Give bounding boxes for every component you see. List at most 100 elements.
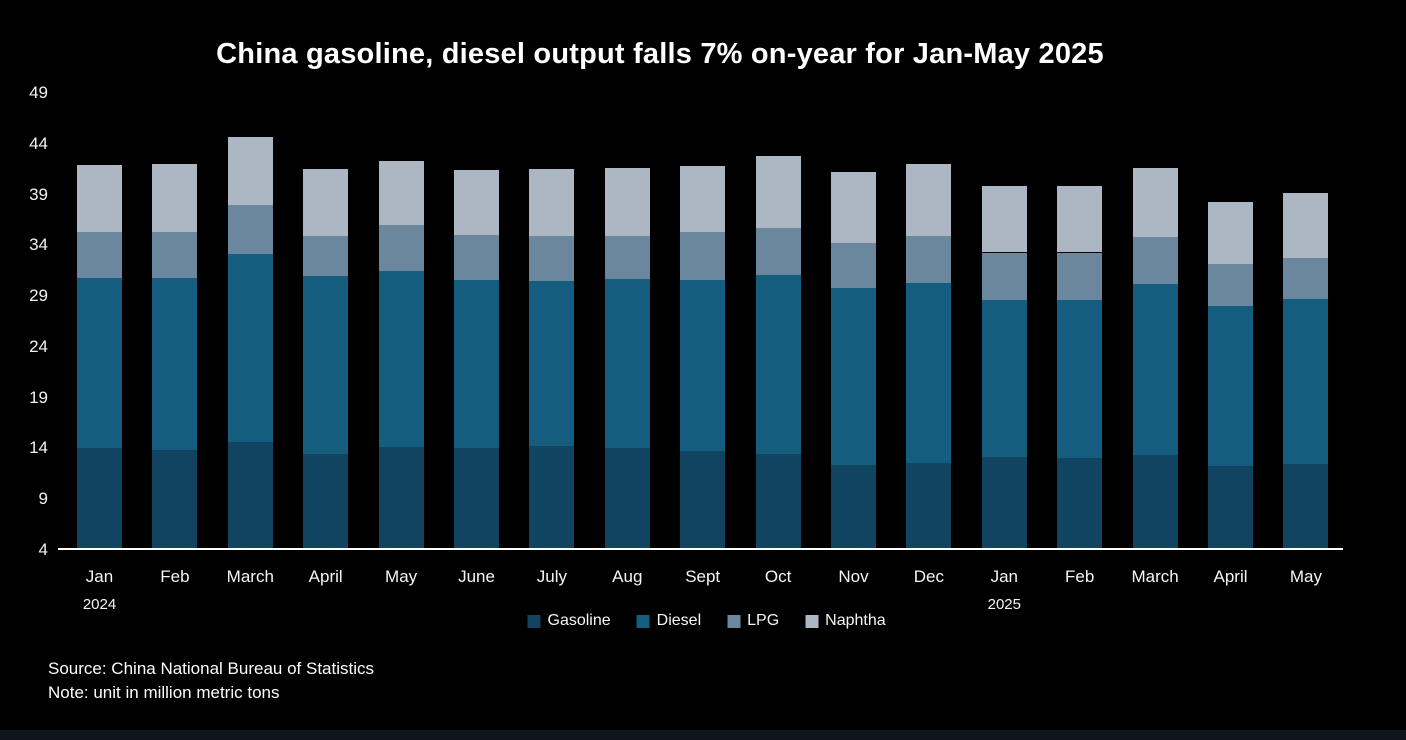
bar-segment-naphtha [529,169,575,237]
y-axis-tick-label: 34 [29,235,48,255]
bar-segment-naphtha [680,166,726,233]
legend-item-gasoline: Gasoline [527,612,611,630]
x-axis-label-june-5: June [458,567,495,586]
bar-segment-lpg [77,232,122,278]
bar-segment-diesel [227,253,273,443]
bar-segment-naphtha [755,156,801,229]
bar-column-feb-1 [152,164,198,548]
legend-item-lpg: LPG [727,612,779,630]
bar-column-may-4 [378,161,424,548]
bar-segment-naphtha [1132,168,1178,238]
y-axis-tick-label: 19 [29,387,48,407]
legend-swatch-gasoline [527,614,541,628]
bar-segment-gasoline [755,453,801,548]
bar-segment-gasoline [227,442,273,548]
x-axis-label-may-16: May [1289,567,1322,586]
bar-segment-diesel [831,288,876,465]
bar-segment-gasoline [77,448,122,548]
x-axis-label-march-2: March [226,567,274,586]
bar-column-jan-12 [981,186,1027,548]
x-axis-label-april-15: April [1213,567,1248,586]
x-axis-label-aug-7: Aug [612,567,643,586]
bar-segment-gasoline [906,462,952,548]
bar-segment-naphtha [454,170,499,236]
legend-label-lpg: LPG [747,612,780,629]
x-axis-label-april-3: April [308,567,343,586]
bar-segment-lpg [1057,252,1103,301]
x-axis-label-feb-13: Feb [1065,567,1095,586]
legend-label-gasoline: Gasoline [547,612,611,629]
bar-segment-diesel [77,277,122,449]
source-text: Source: China National Bureau of Statist… [48,659,375,678]
bar-segment-gasoline [981,456,1027,548]
bar-segment-diesel [680,279,726,451]
bar-column-april-15 [1208,201,1253,548]
bar-segment-lpg [1208,263,1253,307]
bar-segment-naphtha [378,161,424,226]
year-label-2025: 2025 [987,596,1021,613]
bar-segment-diesel [378,270,424,448]
bar-segment-naphtha [981,186,1027,253]
legend-swatch-naphtha [805,614,819,628]
chart-title: China gasoline, diesel output falls 7% o… [216,38,1104,70]
footnotes: Source: China National Bureau of Statist… [48,657,374,705]
bar-segment-gasoline [1057,457,1103,548]
bar-column-june-5 [454,170,499,548]
x-axis-label-sept-8: Sept [685,567,721,586]
bar-segment-diesel [755,274,801,454]
legend-label-diesel: Diesel [656,612,702,629]
bar-segment-diesel [1132,283,1178,455]
bar-segment-lpg [152,232,198,278]
bar-segment-diesel [152,277,198,450]
legend-swatch-diesel [636,614,650,628]
bar-column-march-2 [227,136,273,548]
bar-segment-gasoline [1208,465,1253,548]
bar-column-march-14 [1132,168,1178,548]
x-axis-label-oct-9: Oct [764,567,792,586]
x-axis-label-jan-0: Jan [85,567,114,586]
bar-column-sept-8 [680,166,726,548]
y-axis-tick-label: 49 [29,83,48,102]
bar-segment-diesel [454,279,499,449]
x-axis-label-nov-10: Nov [838,567,869,586]
y-axis-tick-label: 29 [29,286,48,306]
bar-segment-naphtha [1208,201,1253,264]
bar-segment-gasoline [378,447,424,548]
bar-segment-lpg [981,252,1027,301]
bar-segment-gasoline [680,450,726,548]
bar-segment-lpg [1283,257,1329,300]
bar-segment-lpg [604,236,650,279]
bar-column-aug-7 [604,168,650,548]
bar-segment-lpg [454,235,499,280]
bar-segment-gasoline [831,464,876,548]
bar-segment-gasoline [1132,454,1178,548]
bar-column-oct-9 [755,156,801,548]
bar-segment-gasoline [1283,463,1329,548]
bar-column-april-3 [303,169,349,548]
bar-segment-naphtha [906,164,952,237]
legend-item-naphtha: Naphtha [805,612,886,630]
x-axis-label-dec-11: Dec [913,567,944,586]
bar-column-july-6 [529,169,575,548]
bar-segment-diesel [906,282,952,463]
y-axis-tick-label: 39 [29,184,48,204]
bar-column-may-16 [1283,192,1329,548]
x-axis-label-jan-12: Jan [990,567,1018,586]
bar-segment-gasoline [529,446,575,548]
bar-segment-lpg [529,236,575,281]
bar-segment-naphtha [1283,192,1329,258]
bar-segment-diesel [529,280,575,447]
y-axis-tick-label: 9 [38,489,48,509]
bar-segment-gasoline [604,448,650,548]
bar-segment-lpg [227,204,273,254]
bar-segment-diesel [1283,299,1329,464]
bar-segment-naphtha [1057,186,1103,253]
bar-column-nov-10 [831,172,876,548]
x-axis-label-march-14: March [1131,567,1179,586]
note-text: Note: unit in million metric tons [48,683,280,702]
bottom-accent-strip [0,730,1406,740]
x-axis-label-feb-1: Feb [160,567,190,586]
bar-segment-gasoline [152,449,198,548]
bar-segment-lpg [831,243,876,289]
year-label-2024: 2024 [82,596,117,613]
